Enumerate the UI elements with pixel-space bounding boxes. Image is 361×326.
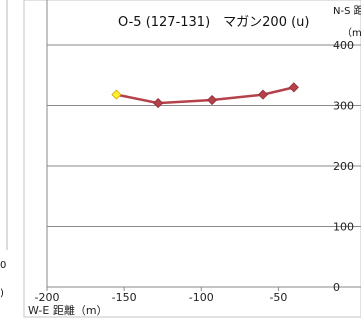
x-tick-label--100: -100 <box>189 291 214 304</box>
data-point-3 <box>257 89 269 100</box>
chart-frame <box>23 0 361 318</box>
data-point-4 <box>288 82 299 93</box>
y-axis-label-line2: （m <box>342 27 361 39</box>
x-tick-labels: -200 -150 -100 -50 <box>35 291 288 304</box>
y-tick-label-300: 300 <box>333 100 354 113</box>
x-tick-label--50: -50 <box>269 291 287 304</box>
x-tick-label--150: -150 <box>112 291 137 304</box>
data-point-2 <box>207 94 218 106</box>
series-group <box>111 82 299 109</box>
data-point-0 <box>111 89 122 100</box>
y-tick-label-200: 200 <box>333 160 354 173</box>
chart-title: O-5 (127-131) マガン200 (u) <box>118 15 309 30</box>
left-panel-tick-0: 0 <box>0 260 6 271</box>
data-point-1 <box>153 98 164 109</box>
gridlines <box>46 0 361 291</box>
y-tick-label-400: 400 <box>333 39 354 52</box>
y-tick-label-100: 100 <box>333 221 354 234</box>
y-tick-label-0: 0 <box>333 281 340 294</box>
x-axis-label: W-E 距離（m） <box>28 303 108 317</box>
y-axis-label-line1: N-S 距 <box>333 5 361 17</box>
left-panel-tick-1: ) <box>0 288 4 299</box>
x-tick-label--200: -200 <box>35 291 60 304</box>
y-tick-labels: 0 100 200 300 400 <box>333 39 354 294</box>
